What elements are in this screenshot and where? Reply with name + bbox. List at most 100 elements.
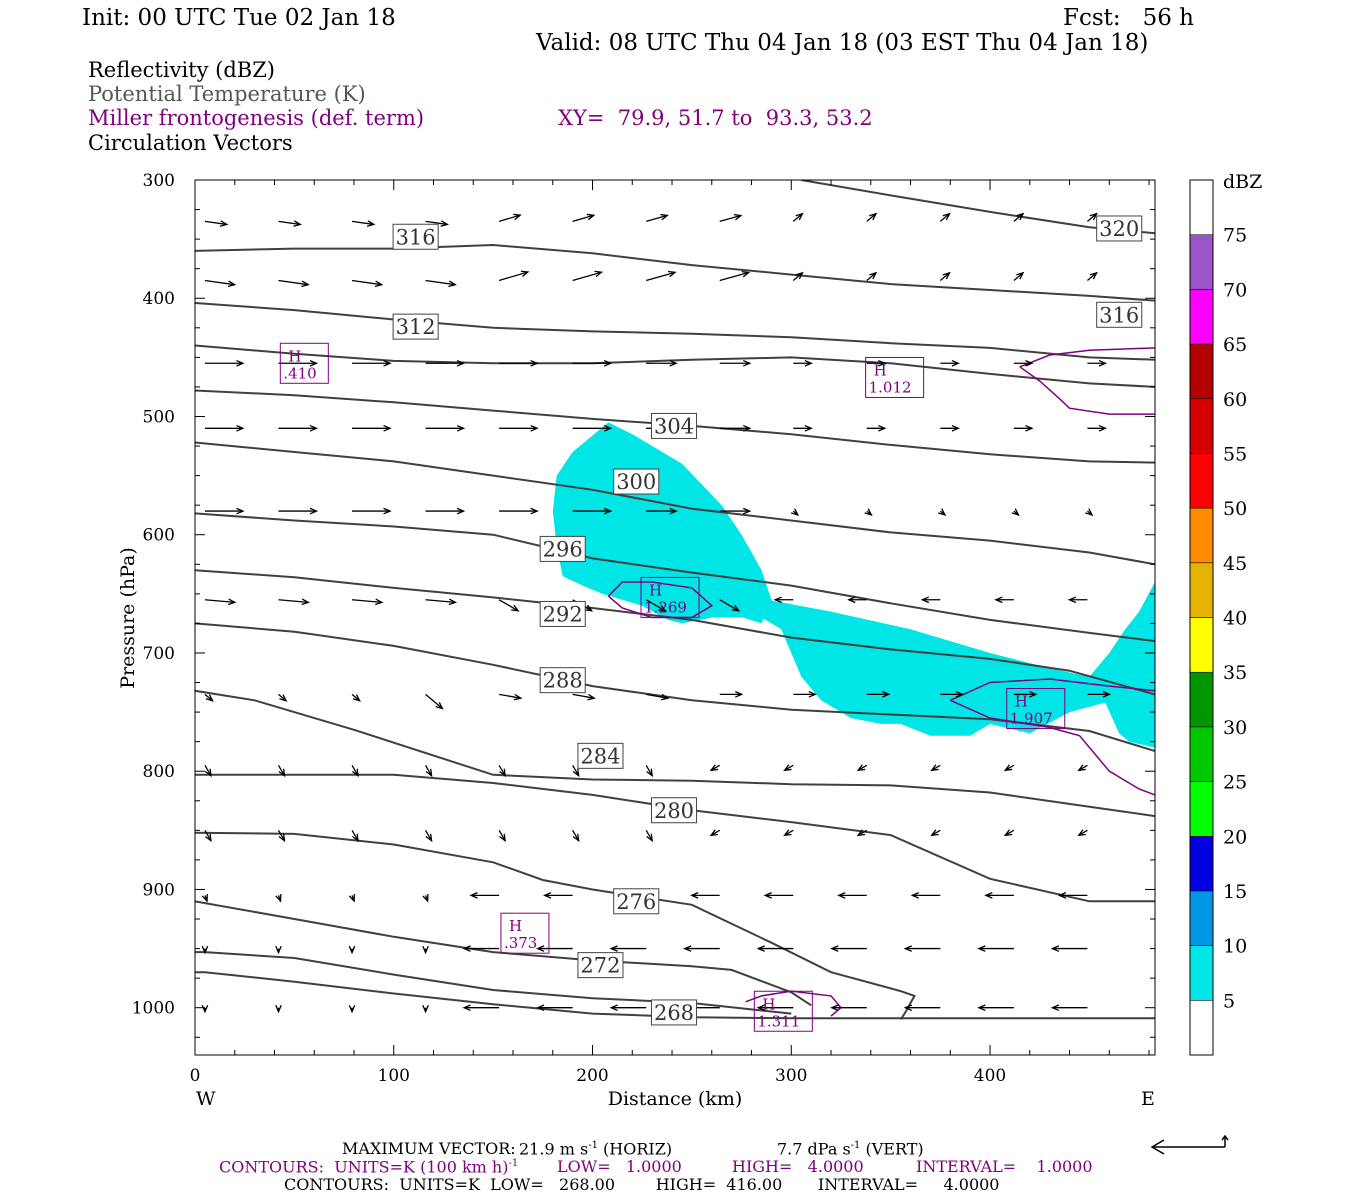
circulation-vector — [719, 507, 752, 515]
colorbar-segment — [1189, 726, 1214, 782]
circulation-vector — [903, 945, 941, 952]
circulation-vector — [719, 270, 751, 282]
circulation-vector — [719, 599, 741, 612]
circulation-vector — [938, 508, 947, 517]
circulation-vector — [763, 892, 794, 899]
circulation-vector-shaft — [792, 213, 803, 222]
circulation-vector-head — [309, 507, 319, 515]
circulation-vector-head — [586, 213, 596, 221]
circulation-vector-head — [847, 596, 856, 604]
circulation-vector-head — [205, 694, 214, 702]
circulation-vector-head — [910, 892, 920, 899]
circulation-vector — [1087, 271, 1098, 282]
circulation-vector-head — [513, 213, 522, 221]
circulation-vector-shaft — [498, 764, 506, 777]
circulation-vector — [1067, 596, 1088, 604]
theta-label-268: 268 — [654, 1001, 694, 1025]
field-frontogenesis: Miller frontogenesis (def. term) — [88, 106, 425, 130]
circulation-vector — [930, 829, 941, 837]
circulation-vector-shaft — [645, 764, 653, 777]
circulation-vector-head — [348, 1005, 356, 1014]
circulation-vector — [830, 1004, 867, 1012]
circulation-vector-shaft — [719, 599, 740, 612]
circulation-vector — [204, 424, 245, 432]
circulation-vector-shaft — [1087, 213, 1098, 222]
circulation-vector-shaft — [572, 693, 595, 699]
circulation-vector-head — [462, 945, 471, 952]
circulation-vector-head — [279, 694, 288, 702]
circulation-vector — [847, 596, 867, 604]
circulation-vector-head — [204, 833, 212, 843]
circulation-vector-head — [878, 359, 887, 367]
circulation-vector-head — [301, 598, 311, 606]
circulation-vector-head — [352, 768, 359, 778]
max-horiz-tag: (HORIZ) — [603, 1139, 673, 1159]
circulation-vector-head — [236, 359, 245, 367]
circulation-vector — [204, 359, 245, 367]
circulation-vector-head — [783, 829, 792, 837]
colorbar-level-label: 40 — [1223, 608, 1247, 630]
circulation-vector — [535, 1004, 573, 1012]
theta-label-288: 288 — [543, 669, 583, 693]
circulation-vector — [542, 892, 573, 899]
circulation-vector-head — [1050, 945, 1060, 952]
circulation-vector-shaft — [1087, 272, 1098, 282]
circulation-vector — [469, 892, 500, 899]
circulation-vector-shaft — [498, 271, 529, 282]
circulation-vector — [1077, 764, 1088, 772]
circulation-vector-head — [1016, 271, 1025, 280]
circulation-vector — [866, 359, 887, 367]
circulation-vector — [690, 892, 720, 899]
circulation-vector-head — [1085, 508, 1094, 517]
circulation-vector-shaft — [939, 213, 950, 222]
circulation-vector — [278, 220, 302, 227]
x-tick-label: 0 — [190, 1066, 201, 1086]
circulation-vector — [425, 220, 449, 227]
circulation-vector-head — [309, 359, 319, 367]
colorbar-level-label: 20 — [1223, 826, 1247, 848]
contours-fronto-high: HIGH= 4.0000 — [732, 1157, 864, 1176]
frontogenesis-max-box — [500, 912, 550, 954]
circulation-vector — [422, 945, 429, 955]
circulation-vector-head — [1077, 829, 1086, 837]
y-tick-label: 1000 — [132, 999, 175, 1019]
y-tick-label: 500 — [143, 407, 175, 427]
circulation-vector — [425, 598, 458, 606]
circulation-vector-head — [1003, 829, 1013, 837]
x-tick-label: 300 — [775, 1066, 807, 1086]
max-vert-vector: 7.7 dPa s-1 (VERT) — [777, 1141, 924, 1157]
circulation-vector — [646, 213, 669, 223]
circulation-vector-shaft — [425, 599, 456, 604]
max-vert-value: 7.7 dPa s — [777, 1139, 851, 1159]
circulation-vector — [204, 279, 237, 288]
circulation-vector-head — [520, 270, 530, 277]
circulation-vector — [535, 945, 573, 952]
max-horiz-value: 21.9 m s — [519, 1139, 589, 1159]
circulation-vector-head — [366, 220, 376, 227]
circulation-vector — [425, 424, 466, 432]
circulation-vector-shaft — [646, 693, 668, 699]
circulation-vector-shaft — [646, 214, 668, 223]
circulation-vector — [1077, 829, 1088, 837]
circulation-vector-shaft — [424, 764, 433, 777]
colorbar-level-label: 30 — [1223, 717, 1247, 739]
x-axis-east-label: E — [1141, 1088, 1155, 1110]
circulation-vector-head — [856, 764, 866, 772]
theta-label-280-box — [650, 797, 698, 824]
circulation-vector-head — [278, 833, 286, 843]
frontogenesis-max-value: .410 — [283, 364, 316, 382]
circulation-vector-head — [301, 280, 310, 288]
circulation-vector-head — [977, 1004, 986, 1012]
circulation-vector-head — [1011, 508, 1020, 517]
frontogenesis-max-label: H — [649, 581, 662, 599]
x-axis-west-label: W — [196, 1088, 216, 1110]
circulation-vector — [499, 507, 539, 515]
circulation-vector-shaft — [572, 271, 602, 282]
circulation-vector-head — [584, 604, 594, 612]
circulation-vector-head — [669, 507, 678, 515]
circulation-vector — [498, 213, 522, 223]
circulation-vector-shaft — [278, 220, 301, 226]
cross-section-endpoints: XY= 79.9, 51.7 to 93.3, 53.2 — [558, 106, 873, 130]
theta-label-284: 284 — [580, 744, 620, 768]
circulation-vector-head — [920, 596, 930, 604]
